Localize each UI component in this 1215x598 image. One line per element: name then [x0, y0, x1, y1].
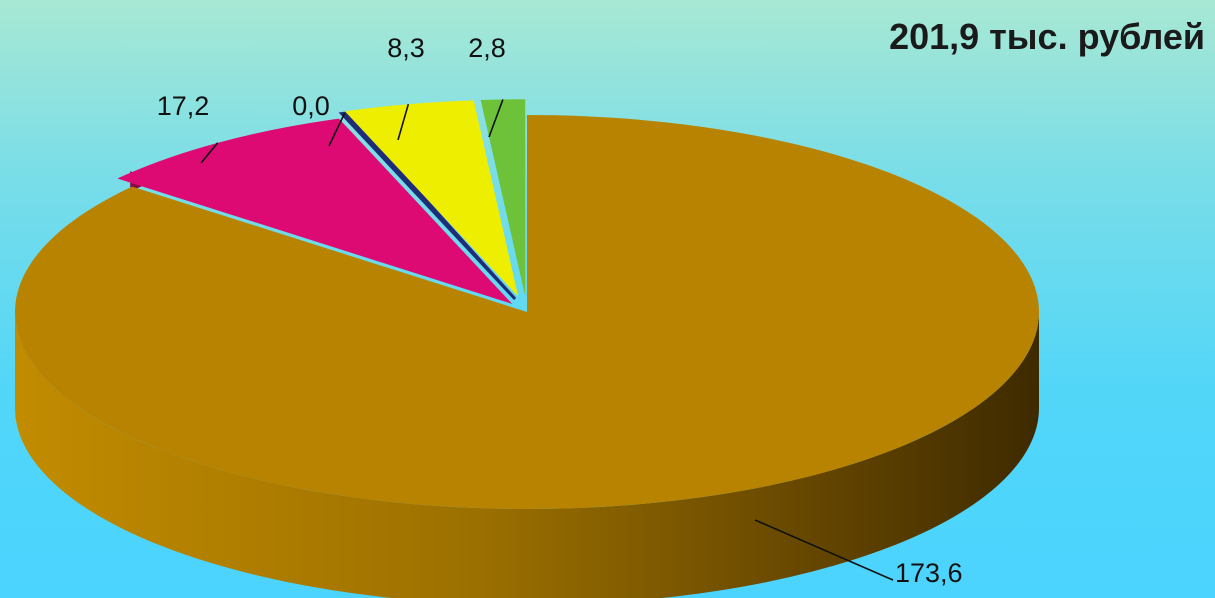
leader-line-4	[488, 99, 504, 138]
data-label-4: 2,8	[468, 33, 506, 63]
leader-line-1	[200, 142, 219, 164]
leader-line-0	[754, 519, 894, 581]
data-label-2: 0,0	[292, 91, 330, 121]
data-label-1: 17,2	[157, 91, 210, 121]
leader-line-2	[328, 112, 346, 147]
pie-slice-side-0	[15, 312, 1039, 598]
data-label-0: 173,6	[895, 558, 963, 588]
leader-line-3	[397, 103, 410, 141]
pie-slice-0	[14, 115, 1040, 509]
data-label-3: 8,3	[387, 33, 425, 63]
pie-slice-4	[480, 99, 526, 297]
pie-slice-1	[117, 118, 513, 304]
chart-title: 201,9 тыс. рублей	[889, 16, 1205, 57]
pie-slice-3	[344, 100, 519, 297]
